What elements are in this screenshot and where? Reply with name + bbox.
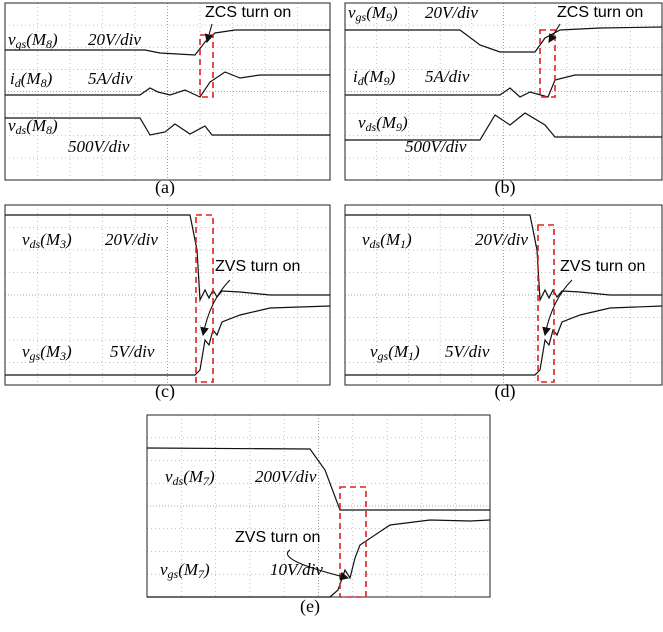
trace-label: vgs(M1)	[370, 342, 420, 363]
panel-caption: (c)	[155, 381, 175, 402]
subscript: gs	[378, 349, 389, 363]
trace-label: vds(M3)	[22, 230, 72, 251]
trace-scale: 5A/div	[425, 67, 470, 86]
figure: vgs(M8) 20V/div id(M8) 5A/div vds(M8) 500V/di…	[0, 0, 663, 632]
label-part: )	[389, 67, 396, 86]
trace-label: vds(M1)	[362, 230, 412, 251]
annotation: ZVS turn on	[560, 258, 645, 275]
scope-panel: vgs(M8) 20V/div id(M8) 5A/div vds(M8) 500V/di…	[5, 3, 330, 198]
label-part: )	[51, 30, 58, 49]
annotation: ZCS turn on	[557, 4, 643, 21]
panel-caption: (b)	[495, 177, 516, 198]
trace-label: vgs(M7)	[160, 560, 210, 581]
scope-panel: vds(M1) 20V/div vgs(M1) 5V/div ZVS turn on (d…	[345, 205, 662, 402]
trace-scale: 20V/div	[105, 230, 158, 249]
trace-label: id(M8)	[10, 69, 53, 90]
scope-panel: vgs(M9) 20V/div id(M9) 5A/div vds(M9) 500V/di…	[345, 3, 662, 198]
label-part: (M	[26, 116, 47, 135]
trace-scale: 20V/div	[88, 30, 141, 49]
highlight-box	[538, 225, 554, 382]
label-part: (M	[380, 230, 401, 249]
subscript: gs	[356, 10, 367, 24]
label-part: )	[401, 113, 408, 132]
label-part: )	[391, 3, 398, 22]
subscript: ds	[173, 474, 184, 488]
label-part: )	[65, 230, 72, 249]
panel-caption: (e)	[300, 596, 320, 617]
subscript: ds	[370, 237, 381, 251]
trace-scale: 500V/div	[68, 137, 130, 156]
scope-panel: vds(M3) 20V/div vgs(M3) 5V/div ZVS turn on (c…	[5, 205, 330, 402]
annotation: ZCS turn on	[205, 4, 291, 21]
trace-label: vds(M8)	[8, 116, 58, 137]
trace-scale: 5V/div	[110, 342, 155, 361]
label-part: (M	[21, 69, 42, 88]
label-part: (M	[40, 230, 61, 249]
annotation-arrow	[207, 24, 212, 42]
trace-scale: 500V/div	[405, 137, 467, 156]
subscript: 3	[59, 237, 66, 251]
trace-label: vds(M7)	[165, 467, 215, 488]
subscript: gs	[168, 567, 179, 581]
annotation: ZVS turn on	[235, 529, 320, 546]
trace-label: vgs(M8)	[8, 30, 58, 51]
label-part: )	[413, 342, 420, 361]
subscript: ds	[16, 123, 27, 137]
annotation: ZVS turn on	[215, 258, 300, 275]
label-part: (M	[183, 467, 204, 486]
label-part: )	[203, 560, 210, 579]
subscript: ds	[366, 120, 377, 134]
annotation-arrow	[545, 280, 572, 335]
trace-scale: 5A/div	[88, 69, 133, 88]
subscript: gs	[30, 349, 41, 363]
panel-caption: (a)	[155, 177, 175, 198]
highlight-box	[196, 215, 213, 382]
trace-label: vgs(M9)	[348, 3, 398, 24]
panel-caption: (d)	[495, 381, 516, 402]
trace-label: id(M9)	[353, 67, 396, 88]
label-part: )	[65, 342, 72, 361]
trace-scale: 20V/div	[475, 230, 528, 249]
trace-label: vgs(M3)	[22, 342, 72, 363]
label-part: (M	[364, 67, 385, 86]
label-part: (M	[178, 560, 199, 579]
label-part: (M	[388, 342, 409, 361]
trace-label: vds(M9)	[358, 113, 408, 134]
label-part: (M	[40, 342, 61, 361]
subscript: 3	[59, 349, 66, 363]
label-part: (M	[376, 113, 397, 132]
subscript: ds	[30, 237, 41, 251]
annotation-arrow	[203, 280, 230, 335]
label-part: (M	[26, 30, 47, 49]
label-part: )	[208, 467, 215, 486]
label-part: (M	[366, 3, 387, 22]
label-part: )	[405, 230, 412, 249]
label-part: )	[46, 69, 53, 88]
subscript: gs	[16, 37, 27, 51]
trace-scale: 20V/div	[425, 3, 478, 22]
label-part: )	[51, 116, 58, 135]
trace-scale: 5V/div	[445, 342, 490, 361]
trace-scale: 200V/div	[255, 467, 317, 486]
